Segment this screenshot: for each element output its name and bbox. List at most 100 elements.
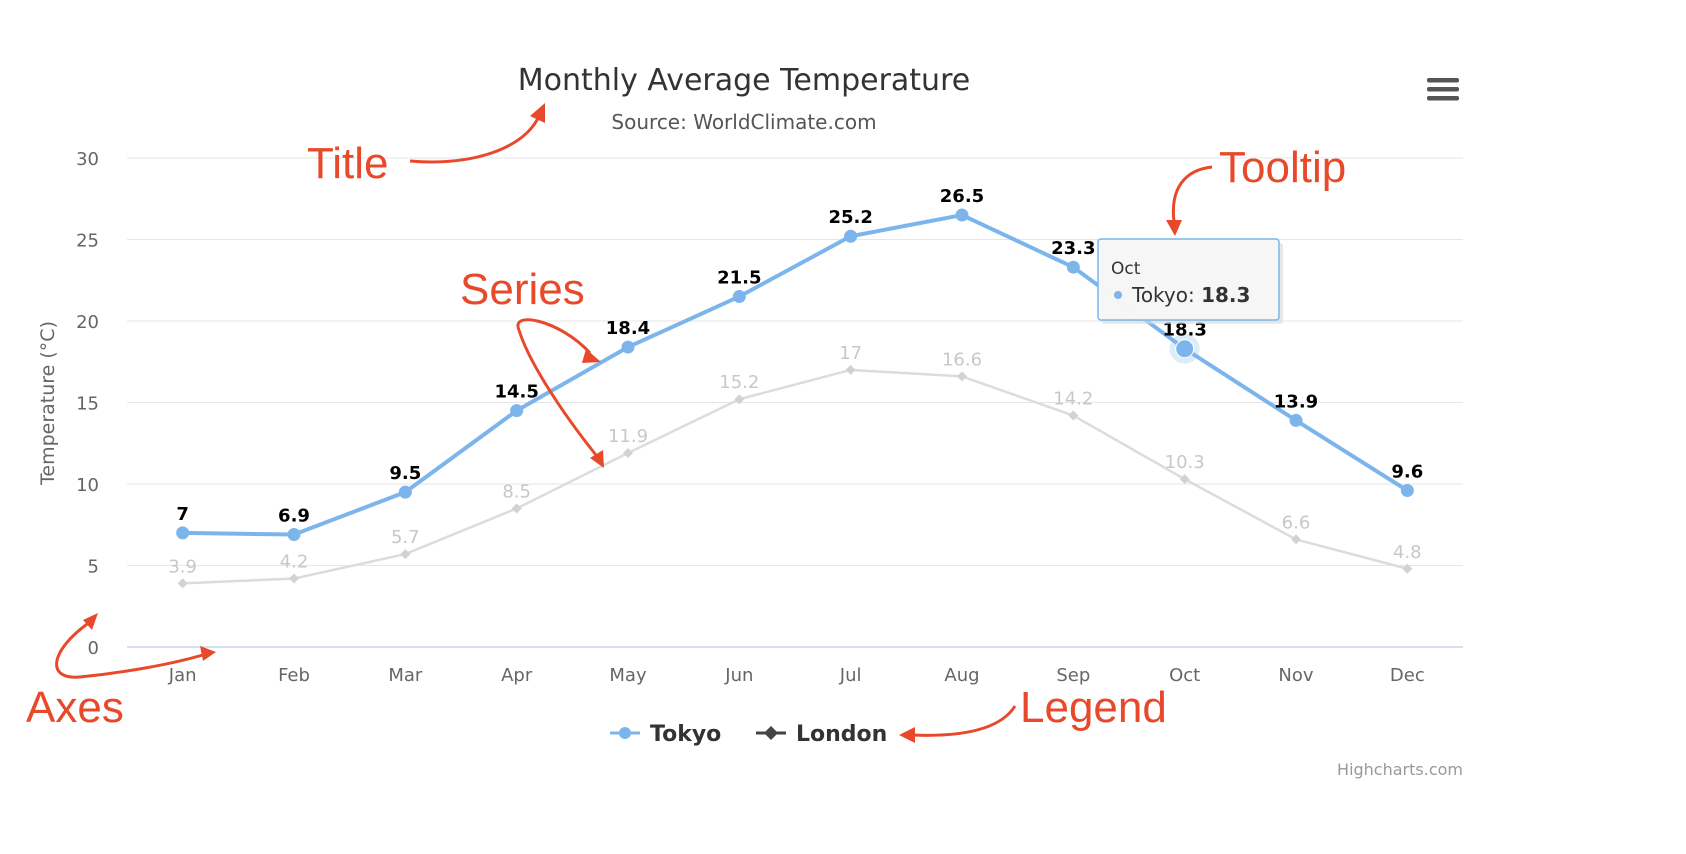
annotation-arrow-icon — [409, 113, 542, 164]
x-tick-label: Sep — [1056, 665, 1090, 686]
data-label-tokyo: 18.3 — [1162, 320, 1206, 341]
data-point-tokyo[interactable] — [955, 208, 969, 222]
data-label-london: 3.9 — [168, 556, 197, 577]
data-point-tokyo[interactable] — [1289, 413, 1303, 427]
tooltip-value: 18.3 — [1201, 283, 1250, 307]
data-point-tokyo[interactable] — [732, 290, 746, 304]
chart-title: Monthly Average Temperature — [518, 63, 970, 98]
data-point-london[interactable] — [1291, 534, 1301, 545]
data-point-london[interactable] — [957, 371, 967, 382]
data-point-london[interactable] — [511, 503, 522, 514]
credits-link[interactable]: Highcharts.com — [1337, 760, 1463, 779]
data-point-london[interactable] — [1179, 474, 1190, 485]
data-label-london: 15.2 — [719, 372, 759, 393]
annotation-arrow-icon — [1171, 165, 1213, 223]
legend-item-london[interactable]: London — [756, 722, 887, 747]
legend-label-london: London — [796, 722, 887, 747]
legend: Tokyo London — [610, 722, 887, 747]
gridlines — [127, 157, 1463, 648]
x-tick-label: May — [609, 665, 647, 686]
series-line-tokyo — [182, 213, 1409, 537]
x-tick-label: Aug — [944, 665, 979, 686]
legend-marker-circle-icon — [619, 727, 631, 739]
data-point-tokyo[interactable] — [621, 340, 635, 354]
y-tick-label: 30 — [76, 149, 99, 170]
data-point-tokyo[interactable] — [1400, 484, 1414, 498]
annotation-axes: Axes — [26, 613, 216, 732]
arrowhead-icon — [582, 349, 601, 363]
annotation-arrow-icon — [911, 705, 1017, 737]
chart-subtitle: Source: WorldClimate.com — [611, 110, 876, 134]
x-tick-label: Nov — [1278, 665, 1313, 686]
data-label-tokyo: 9.5 — [389, 463, 421, 484]
data-point-tokyo[interactable] — [510, 404, 524, 418]
data-point-tokyo-hovered[interactable] — [1175, 339, 1195, 359]
data-label-london: 16.6 — [942, 349, 982, 370]
legend-label-tokyo: Tokyo — [650, 722, 721, 747]
arrowhead-icon — [1166, 220, 1182, 236]
data-label-london: 14.2 — [1053, 389, 1093, 410]
y-tick-label: 0 — [88, 638, 99, 659]
annotation-legend: Legend — [899, 683, 1167, 743]
data-point-tokyo[interactable] — [287, 528, 301, 542]
data-point-tokyo[interactable] — [1066, 260, 1080, 274]
data-label-london: 4.2 — [280, 552, 309, 573]
y-tick-label: 25 — [76, 231, 99, 252]
arrowhead-icon — [530, 103, 545, 123]
data-label-london: 8.5 — [502, 481, 531, 502]
data-point-london[interactable] — [1402, 563, 1413, 574]
y-tick-label: 10 — [76, 475, 99, 496]
series-london — [177, 364, 1413, 589]
annotation-legend-label: Legend — [1020, 683, 1167, 732]
legend-marker-diamond-icon — [764, 726, 778, 740]
data-label-tokyo: 25.2 — [828, 207, 872, 228]
data-point-tokyo[interactable] — [844, 229, 858, 243]
data-label-tokyo: 21.5 — [717, 268, 761, 289]
series-line-london — [182, 368, 1408, 585]
annotation-arrow-icon — [516, 318, 598, 456]
data-point-london[interactable] — [845, 364, 856, 375]
data-label-tokyo: 7 — [176, 504, 189, 525]
x-tick-label: Oct — [1169, 665, 1200, 686]
data-point-london[interactable] — [177, 578, 188, 589]
y-axis: 0 5 10 15 20 25 30 — [76, 149, 99, 659]
y-axis-title: Temperature (°C) — [37, 321, 59, 486]
data-point-tokyo[interactable] — [176, 526, 190, 540]
data-point-london[interactable] — [623, 448, 633, 459]
tooltip: Oct Tokyo: 18.3 — [1097, 238, 1283, 324]
x-tick-label: Dec — [1390, 665, 1425, 686]
annotation-title-label: Title — [307, 139, 389, 188]
annotation-tooltip-label: Tooltip — [1219, 143, 1346, 192]
data-label-tokyo: 13.9 — [1274, 391, 1318, 412]
data-label-tokyo: 14.5 — [494, 382, 538, 403]
data-label-london: 17 — [839, 343, 862, 364]
data-labels: 3.9 4.2 5.7 8.5 11.9 15.2 17 16.6 14.2 10.3 6.6 4.8… — [168, 186, 1423, 577]
data-label-london: 5.7 — [391, 527, 420, 548]
data-point-tokyo[interactable] — [398, 485, 412, 499]
data-point-london[interactable] — [734, 394, 745, 405]
tooltip-category: Oct — [1111, 259, 1141, 279]
annotation-title: Title — [307, 103, 545, 188]
arrowhead-icon — [590, 450, 604, 468]
y-tick-label: 20 — [76, 312, 99, 333]
annotation-series: Series — [460, 265, 604, 468]
arrowhead-icon — [899, 727, 915, 743]
data-label-tokyo: 6.9 — [278, 506, 310, 527]
data-label-tokyo: 9.6 — [1391, 462, 1423, 483]
data-label-tokyo: 18.4 — [606, 318, 650, 339]
legend-item-tokyo[interactable]: Tokyo — [610, 722, 721, 747]
data-point-london[interactable] — [1068, 410, 1079, 421]
data-label-london: 11.9 — [608, 426, 648, 447]
data-point-london[interactable] — [400, 549, 411, 560]
y-tick-label: 15 — [76, 394, 99, 415]
annotation-axes-label: Axes — [26, 683, 124, 732]
data-label-tokyo: 26.5 — [940, 186, 984, 207]
svg-text:Tokyo: 18.3: Tokyo: 18.3 — [1131, 283, 1250, 307]
data-point-london[interactable] — [289, 573, 299, 584]
hamburger-menu-icon[interactable] — [1425, 75, 1461, 103]
annotation-arrow-icon — [55, 620, 207, 679]
y-tick-label: 5 — [88, 557, 99, 578]
tooltip-series-label: Tokyo: — [1131, 283, 1201, 307]
annotation-tooltip: Tooltip — [1166, 143, 1346, 236]
